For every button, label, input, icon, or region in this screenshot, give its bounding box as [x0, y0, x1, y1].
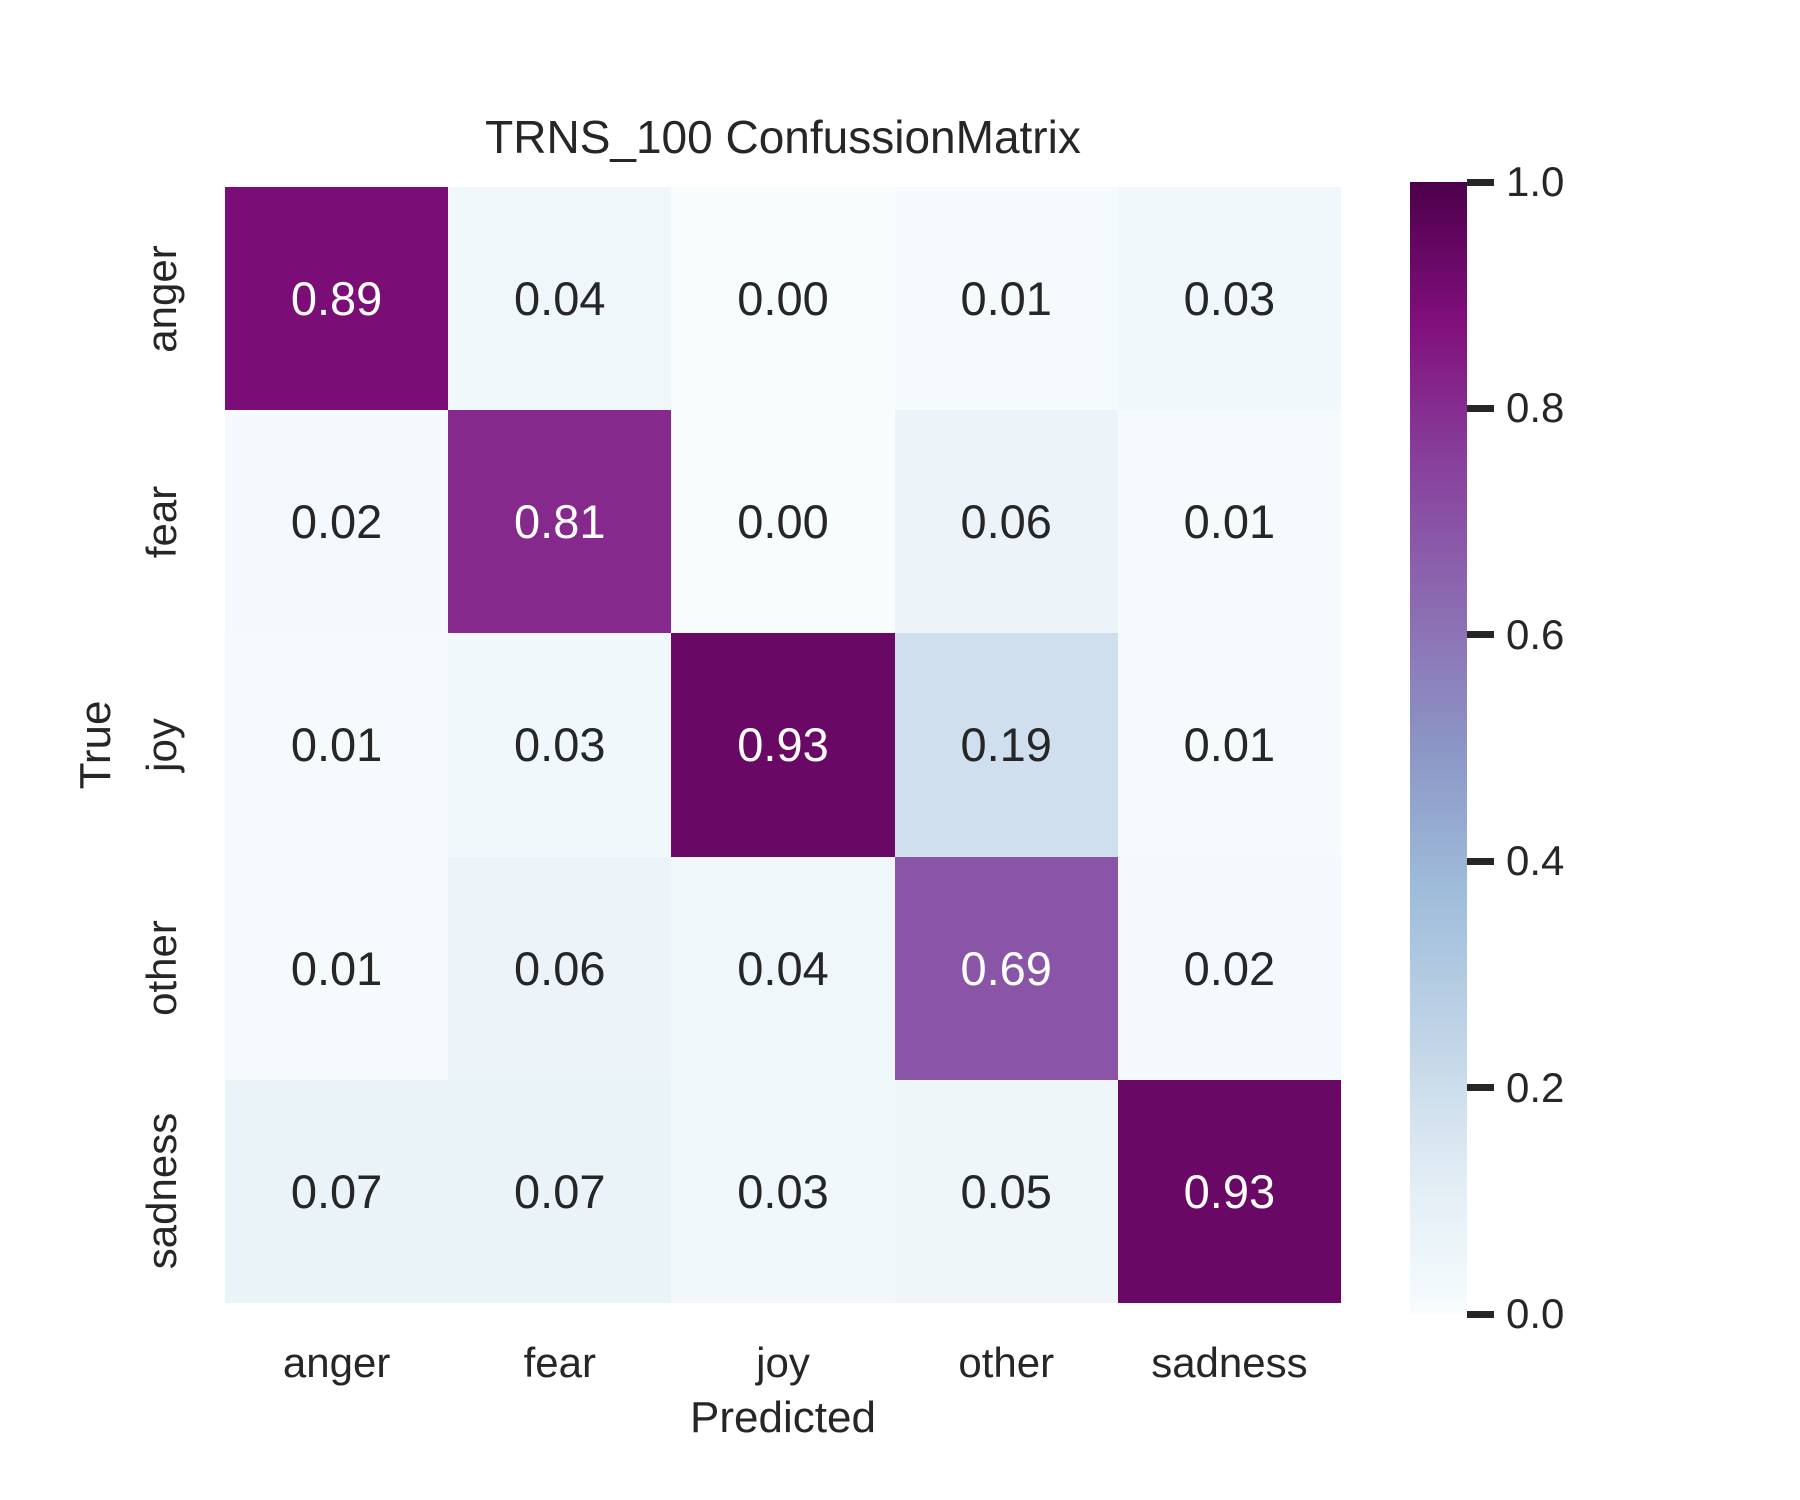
heatmap-cell-other-other: 0.69 [894, 856, 1118, 1080]
heatmap-cell-other-anger: 0.01 [225, 856, 449, 1080]
heatmap-cell-anger-fear: 0.04 [448, 187, 672, 411]
x-tick-label-other: other [958, 1339, 1055, 1386]
heatmap-cell-anger-sadness: 0.03 [1117, 187, 1341, 411]
x-tick-label-fear: fear [523, 1339, 596, 1386]
colorbar-tick-mark-0.8 [1467, 404, 1494, 412]
colorbar-gradient [1410, 182, 1467, 1314]
heatmap-cell-other-joy: 0.04 [671, 856, 895, 1080]
colorbar-tick-mark-0.2 [1467, 1084, 1494, 1092]
y-axis-label: True [71, 700, 120, 790]
heatmap-cell-joy-sadness: 0.01 [1117, 633, 1341, 857]
heatmap-cell-fear-anger: 0.02 [225, 410, 449, 634]
heatmap-cell-sadness-sadness: 0.93 [1117, 1079, 1341, 1303]
colorbar-tick-label-1.0: 1.0 [1506, 158, 1565, 205]
x-axis-tick-labels: anger fear joy other sadness [225, 1339, 1341, 1386]
heatmap-cell-anger-other: 0.01 [894, 187, 1118, 411]
heatmap-cell-sadness-fear: 0.07 [448, 1079, 672, 1303]
heatmap-cell-joy-other: 0.19 [894, 633, 1118, 857]
colorbar-tick-mark-1.0 [1467, 178, 1494, 186]
colorbar-tick-mark-0.4 [1467, 857, 1494, 865]
colorbar-tick-label-0.4: 0.4 [1506, 837, 1565, 885]
x-tick-label-anger: anger [282, 1339, 391, 1386]
colorbar-tick-label-0.2: 0.2 [1506, 1063, 1565, 1111]
chart-title: TRNS_100 ConfussionMatrix [485, 111, 1081, 163]
heatmap-cell-fear-other: 0.06 [894, 410, 1118, 634]
y-tick-label-joy: joy [138, 718, 185, 772]
heatmap-cell-fear-fear: 0.81 [448, 410, 672, 634]
heatmap-cell-other-fear: 0.06 [448, 856, 672, 1080]
heatmap-cell-other-sadness: 0.02 [1117, 856, 1341, 1080]
colorbar-tick-mark-0.0 [1467, 1310, 1494, 1318]
heatmap-cell-joy-fear: 0.03 [448, 633, 672, 857]
x-tick-label-sadness: sadness [1151, 1339, 1308, 1386]
colorbar-tick-label-0.0: 0.0 [1506, 1290, 1565, 1337]
y-tick-label-sadness: sadness [138, 1113, 185, 1270]
heatmap-cell-joy-joy: 0.93 [671, 633, 895, 857]
heatmap-cell-joy-anger: 0.01 [225, 633, 449, 857]
y-tick-label-anger: anger [138, 244, 185, 353]
heatmap-cell-anger-anger: 0.89 [225, 187, 449, 411]
colorbar-tick-label-0.6: 0.6 [1506, 610, 1565, 658]
heatmap-cell-sadness-joy: 0.03 [671, 1079, 895, 1303]
y-tick-label-other: other [138, 920, 185, 1017]
x-tick-label-joy: joy [756, 1339, 810, 1386]
y-tick-label-fear: fear [138, 485, 185, 558]
heatmap-cell-fear-sadness: 0.01 [1117, 410, 1341, 634]
heatmap-cell-sadness-other: 0.05 [894, 1079, 1118, 1303]
heatmap-cell-fear-joy: 0.00 [671, 410, 895, 634]
colorbar-tick-label-0.8: 0.8 [1506, 384, 1565, 432]
x-axis-label: Predicted [690, 1393, 876, 1442]
colorbar-tick-mark-0.6 [1467, 631, 1494, 639]
heatmap-cell-sadness-anger: 0.07 [225, 1079, 449, 1303]
heatmap-cell-anger-joy: 0.00 [671, 187, 895, 411]
heatmap-grid: 0.89 0.04 0.00 0.01 0.03 0.02 0.81 0.00 0.06 0.01… [225, 187, 1341, 1303]
